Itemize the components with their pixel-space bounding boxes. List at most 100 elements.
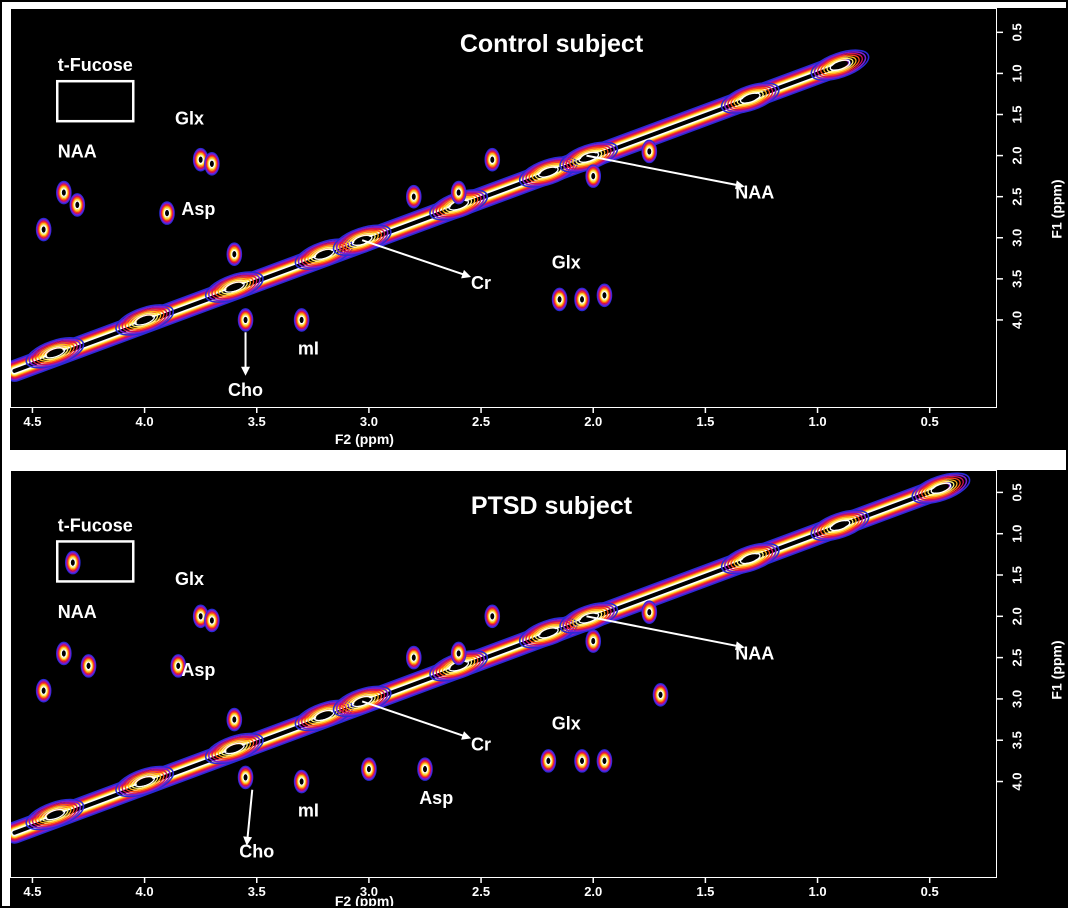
cross-peak xyxy=(574,749,590,773)
peak-label: t-Fucose xyxy=(58,515,133,535)
x-axis-label: F2 (ppm) xyxy=(335,893,394,908)
cross-peak xyxy=(293,769,310,794)
x-tick-label: 2.0 xyxy=(584,414,602,429)
cross-peak xyxy=(417,757,433,781)
fucose-box xyxy=(55,79,135,123)
cross-peak xyxy=(159,201,175,225)
diagonal-peak xyxy=(204,271,264,303)
peak-label: Glx xyxy=(552,714,581,734)
diagonal-peak xyxy=(911,472,971,505)
cross-peak xyxy=(405,645,422,670)
peak-label: Glx xyxy=(552,252,581,272)
cross-peak xyxy=(69,193,86,217)
peak-label: Glx xyxy=(175,569,204,589)
cross-peak xyxy=(204,152,220,176)
x-tick-label: 0.5 xyxy=(921,414,939,429)
cross-peak xyxy=(574,287,590,312)
annotation-arrow xyxy=(361,700,466,738)
diagonal-peak xyxy=(25,337,85,369)
cross-peak xyxy=(585,164,602,188)
arrow-head-icon xyxy=(241,366,251,376)
x-tick-label: 4.0 xyxy=(136,884,154,899)
peak-label: Asp xyxy=(181,199,215,219)
x-tick-label: 1.5 xyxy=(696,884,714,899)
y-axis-label: F1 (ppm) xyxy=(1049,640,1065,699)
cross-peak xyxy=(585,629,602,653)
cross-peak xyxy=(226,242,243,266)
peak-label: t-Fucose xyxy=(58,55,133,75)
contour-layer xyxy=(10,49,870,382)
y-tick-label: 4.0 xyxy=(1009,772,1024,790)
diagonal-peak xyxy=(115,765,175,798)
fucose-box xyxy=(55,540,135,583)
y-tick-label: 0.5 xyxy=(1009,23,1024,41)
peak-label: Asp xyxy=(419,788,453,808)
cross-peak xyxy=(293,308,310,332)
cross-peak xyxy=(65,550,81,575)
arrow-head-icon xyxy=(243,836,253,846)
cross-peak xyxy=(484,604,501,629)
peak-label: Cho xyxy=(239,842,274,862)
diagonal-peak xyxy=(720,542,780,575)
x-tick-label: 2.5 xyxy=(472,414,490,429)
annotation-arrow xyxy=(586,154,740,187)
annotation-arrow xyxy=(586,615,740,648)
cross-peak xyxy=(641,139,658,164)
peak-label: mI xyxy=(298,800,319,820)
x-tick-label: 2.5 xyxy=(472,884,490,899)
peak-label: NAA xyxy=(58,602,97,622)
cross-peak xyxy=(170,654,187,678)
y-tick-label: 2.0 xyxy=(1009,607,1024,625)
cross-peak xyxy=(35,678,52,703)
y-tick-label: 2.5 xyxy=(1009,649,1024,667)
x-tick-label: 2.0 xyxy=(584,884,602,899)
y-tick-label: 2.5 xyxy=(1009,188,1024,206)
cross-peak xyxy=(596,283,613,308)
diagonal-peak xyxy=(115,304,175,336)
spectrum-panel-1: t-Fucose Glx NAA Asp NAA Cr Glx Cho mI Control su… xyxy=(9,7,1068,450)
peak-label: Glx xyxy=(175,109,204,129)
x-tick-label: 0.5 xyxy=(921,884,939,899)
cross-peak xyxy=(405,184,422,209)
peak-label: Asp xyxy=(181,660,215,680)
annotation-arrow xyxy=(361,239,466,276)
peak-label: Cr xyxy=(471,273,491,293)
y-tick-label: 3.5 xyxy=(1009,731,1024,749)
diagonal-peak xyxy=(559,141,619,174)
x-axis-label: F2 (ppm) xyxy=(335,431,394,447)
diagonal-peak xyxy=(559,602,619,634)
y-tick-label: 1.5 xyxy=(1009,566,1024,584)
diagonal-peak xyxy=(25,798,85,831)
chart-title: PTSD subject xyxy=(471,492,633,520)
y-tick-label: 1.5 xyxy=(1009,105,1024,123)
arrow-head-icon xyxy=(461,269,472,279)
cross-peak xyxy=(56,180,72,205)
x-tick-label: 3.5 xyxy=(248,414,266,429)
y-tick-label: 1.0 xyxy=(1009,525,1024,543)
cross-peak xyxy=(237,308,254,332)
cross-peak xyxy=(204,608,220,633)
cross-peak xyxy=(361,757,377,781)
x-axis-strip xyxy=(10,878,1067,908)
diagonal-peak xyxy=(518,156,578,188)
x-tick-label: 3.0 xyxy=(360,414,378,429)
cross-peak xyxy=(450,180,467,205)
chart-title: Control subject xyxy=(460,30,644,58)
y-axis-label: F1 (ppm) xyxy=(1049,179,1065,238)
peak-label: NAA xyxy=(735,183,774,203)
cross-peak xyxy=(450,641,467,666)
arrow-head-icon xyxy=(735,641,745,651)
y-tick-label: 3.0 xyxy=(1009,690,1024,708)
cross-peak xyxy=(226,707,243,732)
y-tick-label: 3.5 xyxy=(1009,270,1024,288)
cross-peak xyxy=(540,749,557,773)
cross-peak xyxy=(551,287,568,312)
x-tick-label: 4.5 xyxy=(23,414,41,429)
cross-peak xyxy=(484,147,501,172)
x-axis-strip xyxy=(10,408,1067,450)
diagonal-peak xyxy=(204,732,264,765)
peak-label: NAA xyxy=(58,141,97,161)
y-tick-label: 2.0 xyxy=(1009,147,1024,165)
x-tick-label: 4.0 xyxy=(136,414,154,429)
